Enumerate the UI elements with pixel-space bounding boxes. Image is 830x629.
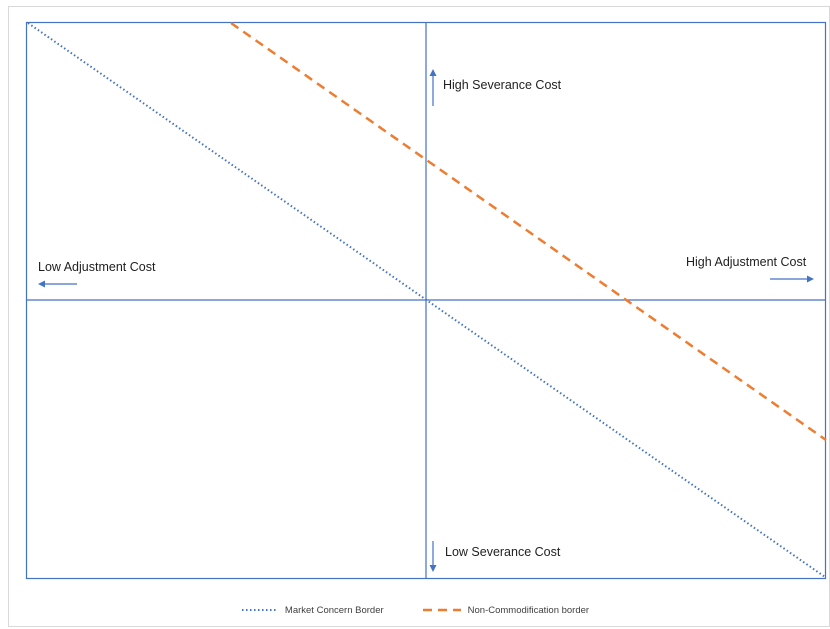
legend: Market Concern Border Non-Commodificatio… (0, 602, 830, 618)
non-commodification-border-line (230, 21, 827, 442)
arrow-up-icon (429, 69, 437, 106)
legend-label-non-commodification: Non-Commodification border (467, 604, 590, 616)
high-adjustment-label: High Adjustment Cost (686, 255, 807, 269)
legend-label-market-concern: Market Concern Border (284, 604, 384, 616)
legend-item-non-commodification: Non-Commodification border (422, 605, 589, 616)
outer-frame (8, 6, 830, 627)
arrow-right-icon (770, 275, 814, 283)
arrow-down-icon (429, 541, 437, 572)
low-adjustment-label: Low Adjustment Cost (38, 260, 156, 274)
high-severance-label: High Severance Cost (443, 78, 562, 92)
low-severance-label: Low Severance Cost (445, 545, 561, 559)
legend-item-market-concern: Market Concern Border (241, 605, 384, 616)
arrow-left-icon (38, 280, 77, 288)
dotted-line-icon (241, 607, 279, 613)
market-concern-border-line (27, 22, 826, 578)
dashed-line-icon (422, 607, 462, 613)
